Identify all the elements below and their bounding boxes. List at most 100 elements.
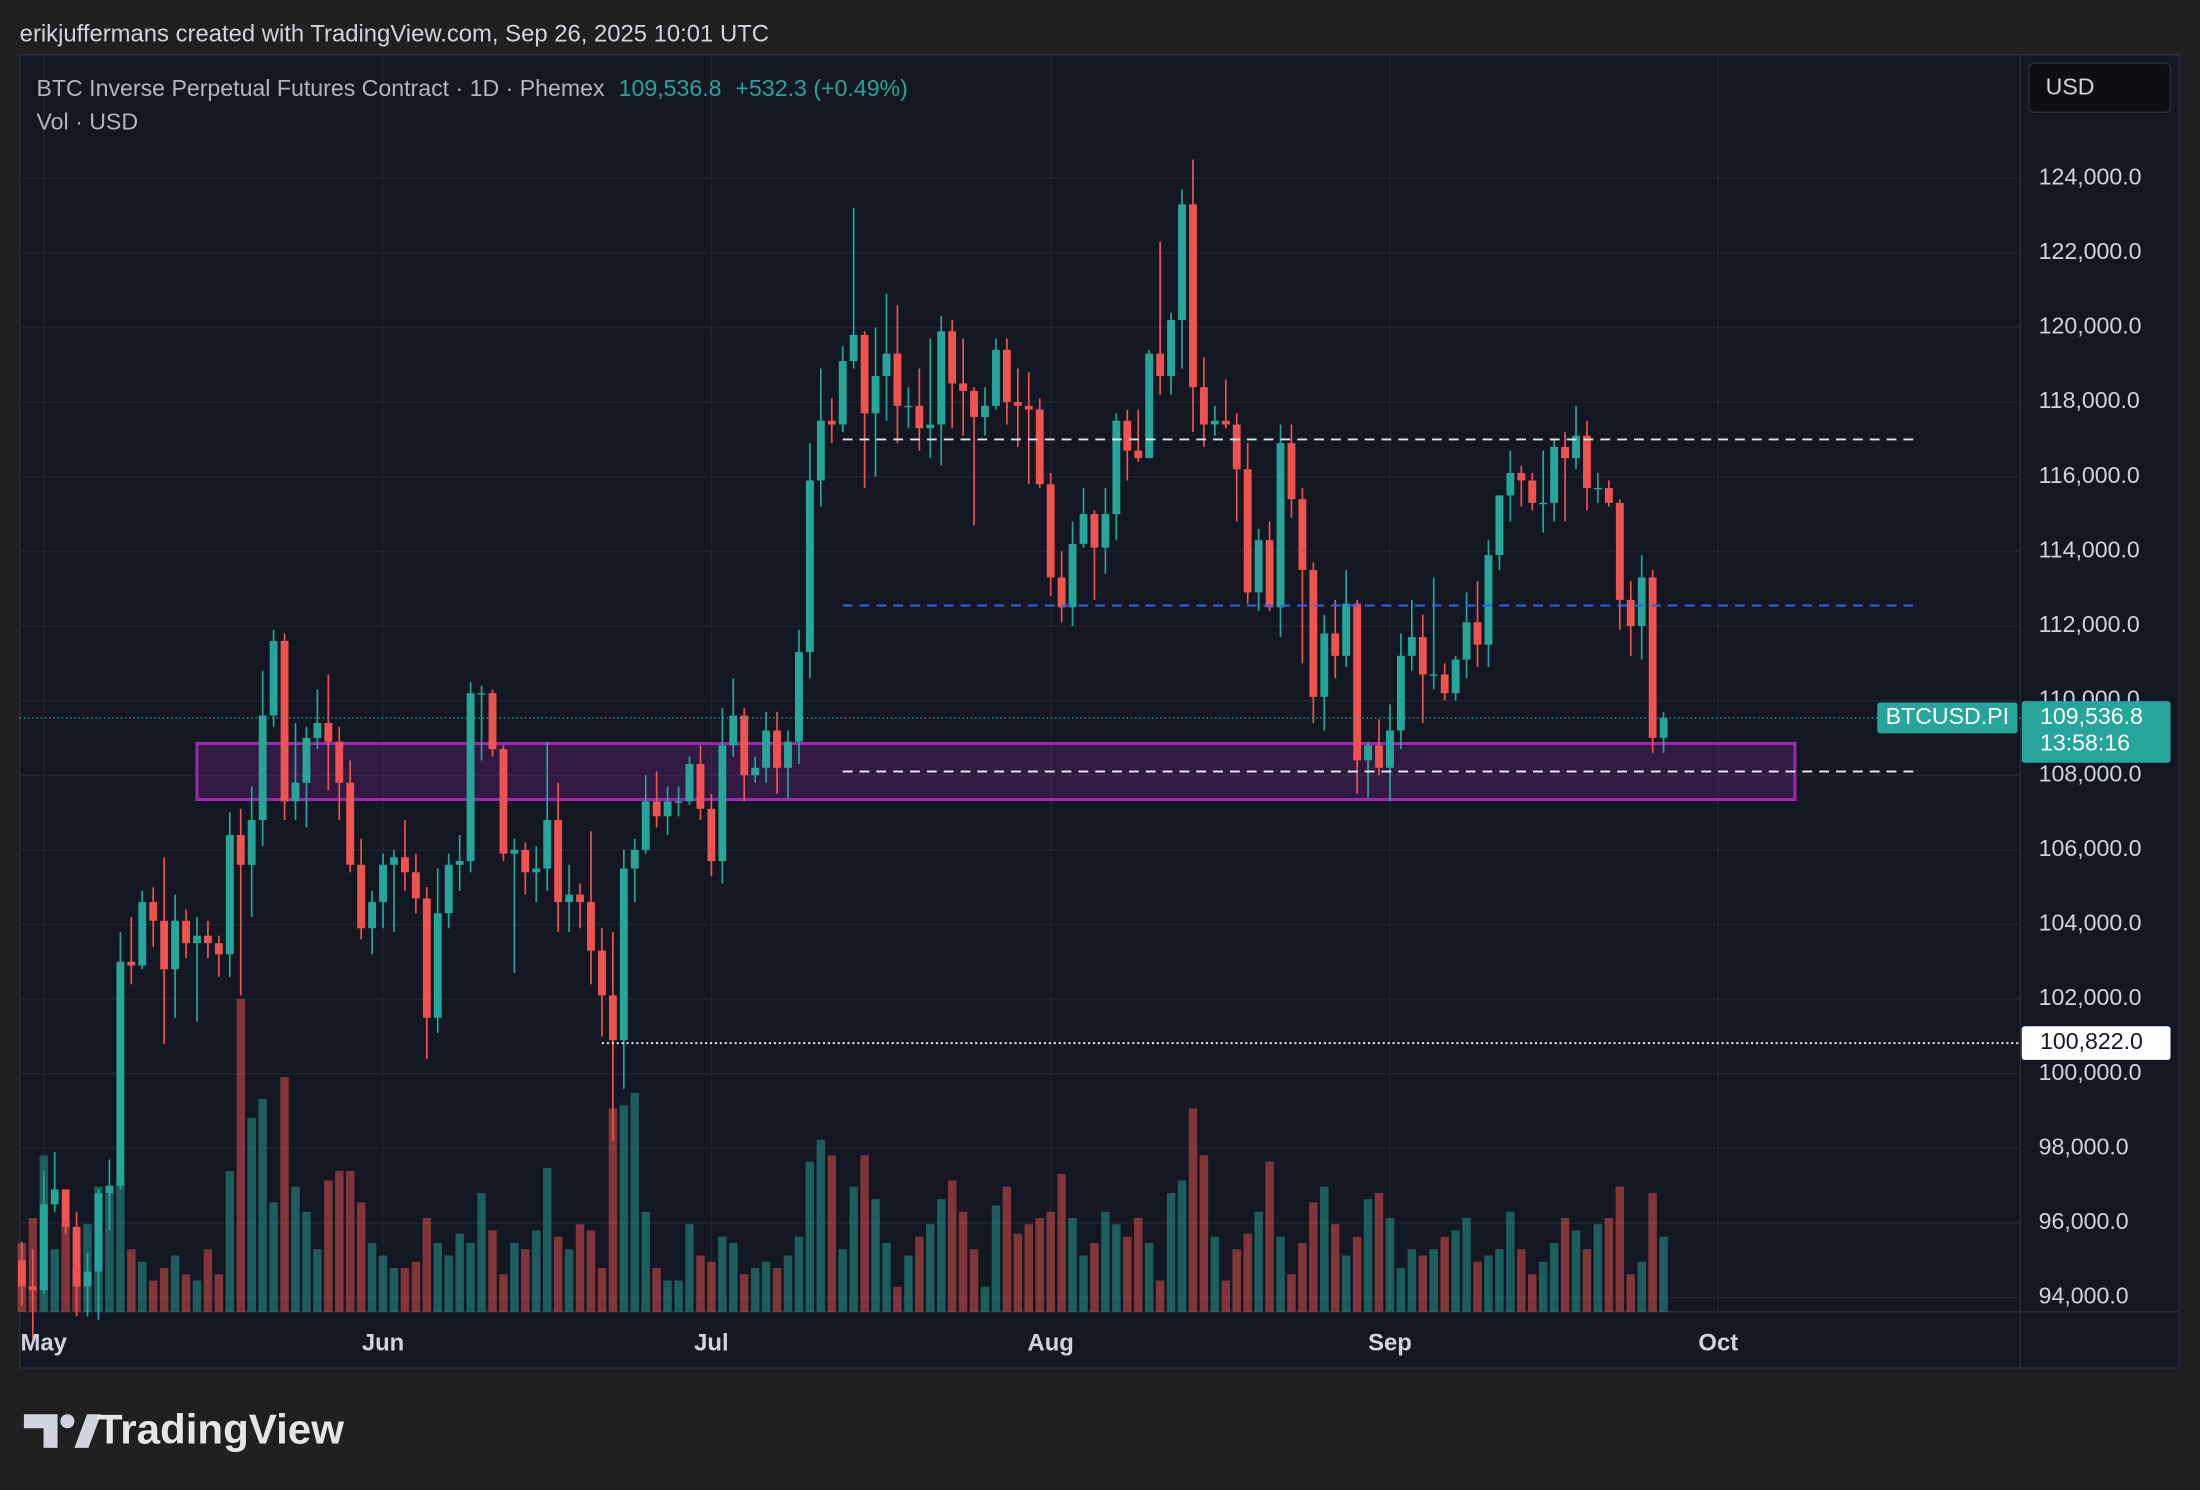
candle-body	[433, 913, 442, 1018]
volume-bar	[389, 1268, 399, 1312]
candle-body	[784, 741, 792, 768]
candle-body	[860, 334, 869, 414]
candle-body	[1353, 603, 1362, 761]
candle-body	[1046, 484, 1055, 578]
volume-bar	[805, 1161, 815, 1312]
candle-body	[904, 405, 913, 408]
volume-bar	[1134, 1217, 1143, 1312]
logo-dot	[60, 1414, 75, 1429]
candle-body	[1418, 637, 1427, 675]
candle-body	[608, 995, 617, 1041]
candle-body	[1440, 674, 1449, 694]
y-tick-label: 122,000.0	[2039, 238, 2142, 264]
volume-bar	[532, 1230, 541, 1312]
volume-bar	[1079, 1255, 1088, 1312]
y-tick-label: 102,000.0	[2039, 984, 2142, 1010]
candle-body	[138, 902, 147, 966]
volume-bar	[313, 1249, 322, 1312]
volume-bar	[1331, 1224, 1340, 1312]
volume-layer	[17, 998, 1668, 1312]
candle-body	[411, 872, 420, 899]
y-tick-label: 98,000.0	[2039, 1133, 2129, 1159]
candle-body	[1276, 443, 1285, 608]
volume-bar	[356, 1202, 366, 1312]
volume-bar	[860, 1155, 869, 1312]
volume-bar	[1232, 1249, 1241, 1312]
candle-body	[1309, 570, 1318, 697]
candle-body	[83, 1271, 92, 1287]
volume-bar	[1418, 1255, 1428, 1312]
y-tick-label: 100,000.0	[2039, 1059, 2142, 1085]
candle-body	[455, 861, 464, 865]
candle-body	[696, 764, 705, 809]
candle-body	[225, 834, 234, 955]
volume-bar	[969, 1249, 979, 1312]
volume-bar	[105, 1192, 114, 1312]
volume-bar	[630, 1092, 639, 1312]
volume-bar	[1560, 1217, 1570, 1312]
candle-body	[1473, 622, 1482, 645]
candle-body	[1210, 420, 1219, 425]
candle-body	[127, 961, 136, 966]
candle-body	[970, 390, 978, 418]
volume-bar	[411, 1261, 421, 1312]
y-tick-label: 118,000.0	[2039, 387, 2140, 413]
x-tick-label: Oct	[1698, 1329, 1738, 1356]
volume-bar	[553, 1236, 563, 1312]
volume-bar	[761, 1261, 771, 1312]
candle-body	[1528, 480, 1537, 503]
volume-bar	[1112, 1224, 1121, 1312]
volume-bar	[1243, 1233, 1252, 1312]
volume-bar	[335, 1171, 344, 1312]
candle-body	[1134, 450, 1143, 459]
x-tick-label: Aug	[1027, 1329, 1073, 1356]
candle-body	[838, 361, 847, 425]
candle-body	[466, 693, 475, 862]
y-tick-label: 116,000.0	[2039, 462, 2140, 488]
volume-bar	[1659, 1236, 1668, 1312]
candle-body	[28, 1286, 37, 1291]
candle-body	[72, 1226, 81, 1287]
y-tick-label: 112,000.0	[2039, 611, 2140, 637]
currency-button[interactable]	[2028, 62, 2172, 113]
volume-bar	[1298, 1242, 1307, 1312]
volume-bar	[455, 1233, 464, 1312]
volume-bar	[882, 1242, 891, 1312]
x-tick-label: Jun	[362, 1329, 404, 1356]
candle-body	[39, 1204, 48, 1291]
candle-body	[247, 820, 256, 865]
candle-body	[1637, 577, 1646, 626]
volume-bar	[324, 1180, 333, 1312]
candle-body	[1648, 577, 1657, 738]
volume-bar	[61, 1224, 70, 1312]
volume-bar	[1571, 1230, 1581, 1312]
volume-bar	[1320, 1186, 1329, 1312]
volume-bar	[400, 1268, 410, 1312]
price-label: 100,822.0	[2040, 1028, 2143, 1054]
candle-body	[357, 864, 366, 929]
volume-bar	[1538, 1261, 1548, 1312]
candle-body	[1243, 469, 1252, 593]
volume-bar	[127, 1249, 136, 1312]
x-tick-label: Jul	[694, 1329, 728, 1356]
y-tick-label: 96,000.0	[2039, 1208, 2129, 1234]
candle-body	[1112, 420, 1121, 515]
volume-bar	[991, 1205, 1001, 1312]
y-tick-label: 106,000.0	[2039, 835, 2142, 861]
candle-body	[1320, 633, 1329, 697]
candle-body	[269, 640, 278, 716]
candle-body	[214, 943, 223, 955]
candle-body	[1221, 420, 1230, 425]
volume-bar	[685, 1224, 694, 1312]
volume-bar	[1626, 1274, 1635, 1312]
volume-bar	[904, 1255, 913, 1312]
volume-bar	[783, 1255, 793, 1312]
candle-body	[554, 820, 563, 903]
volume-legend: Vol · USD	[37, 109, 139, 135]
volume-bar	[772, 1268, 782, 1312]
volume-bar	[1648, 1192, 1657, 1312]
volume-bar	[838, 1249, 847, 1312]
volume-bar	[564, 1249, 574, 1312]
candle-body	[1013, 402, 1022, 406]
